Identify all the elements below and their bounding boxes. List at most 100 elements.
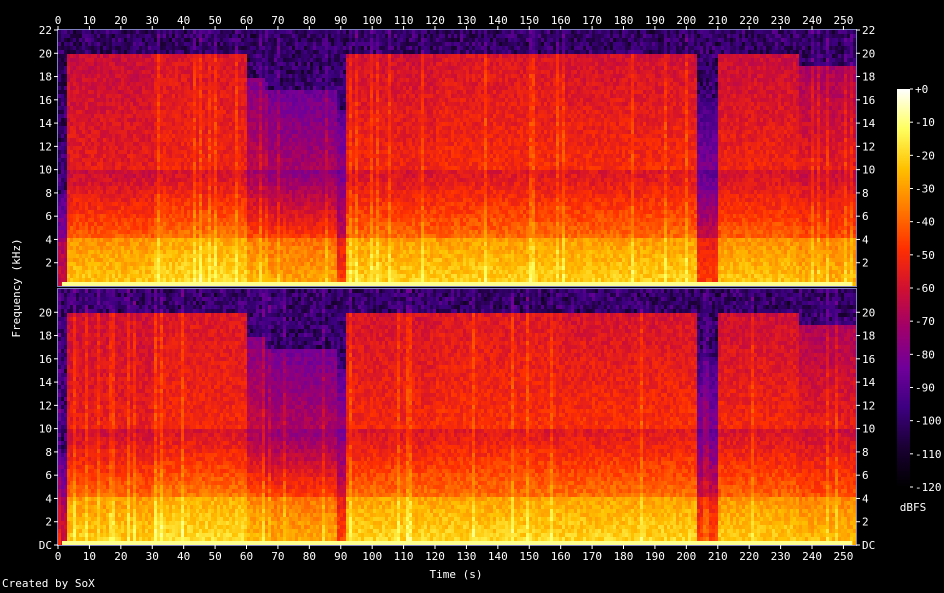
y-tick-label: 4 bbox=[45, 233, 52, 246]
x-tick-label-top: 10 bbox=[83, 14, 96, 27]
colorbar-tick-label: -80 bbox=[915, 348, 935, 361]
x-tick-label: 230 bbox=[771, 550, 791, 563]
x-tick-label: 10 bbox=[83, 550, 96, 563]
x-tick-label-top: 120 bbox=[425, 14, 445, 27]
x-tick-label: 180 bbox=[614, 550, 634, 563]
y-tick-label-right: 10 bbox=[862, 164, 875, 177]
x-tick-label-top: 30 bbox=[146, 14, 159, 27]
colorbar-tick-label: -40 bbox=[915, 216, 935, 229]
y-tick-label: 6 bbox=[45, 210, 52, 223]
x-tick-label-top: 100 bbox=[362, 14, 382, 27]
y-tick-label: 16 bbox=[39, 353, 52, 366]
x-tick-label-top: 90 bbox=[334, 14, 347, 27]
x-tick-label-top: 220 bbox=[739, 14, 759, 27]
y-tick-label-right: 8 bbox=[862, 446, 869, 459]
y-tick-label: 20 bbox=[39, 47, 52, 60]
x-axis-label: Time (s) bbox=[430, 568, 483, 581]
y-tick-label: 4 bbox=[45, 492, 52, 505]
x-tick-label-top: 130 bbox=[456, 14, 476, 27]
colorbar bbox=[897, 89, 910, 487]
y-tick-label-right: 20 bbox=[862, 306, 875, 319]
x-tick-label: 120 bbox=[425, 550, 445, 563]
x-tick-label-top: 190 bbox=[645, 14, 665, 27]
y-tick-label: 22 bbox=[39, 24, 52, 37]
x-tick-label: 40 bbox=[177, 550, 190, 563]
x-tick-label: 20 bbox=[114, 550, 127, 563]
y-tick-label: 14 bbox=[39, 117, 53, 130]
y-tick-label: 12 bbox=[39, 399, 52, 412]
y-tick-label-right: 18 bbox=[862, 71, 875, 84]
x-tick-label-top: 80 bbox=[303, 14, 316, 27]
x-tick-label-top: 170 bbox=[582, 14, 602, 27]
y-tick-label-right: 10 bbox=[862, 423, 875, 436]
colorbar-tick-label: -100 bbox=[915, 415, 942, 428]
colorbar-tick-label: -90 bbox=[915, 382, 935, 395]
y-tick-label-right: 2 bbox=[862, 257, 869, 270]
x-tick-label-top: 200 bbox=[676, 14, 696, 27]
y-tick-label: 2 bbox=[45, 516, 52, 529]
x-tick-label-top: 20 bbox=[114, 14, 127, 27]
x-tick-label: 130 bbox=[456, 550, 476, 563]
x-tick-label: 70 bbox=[271, 550, 284, 563]
x-tick-label: 100 bbox=[362, 550, 382, 563]
y-tick-label-right: 4 bbox=[862, 233, 869, 246]
spectrogram-channel-2 bbox=[58, 289, 856, 545]
y-tick-label: 8 bbox=[45, 187, 52, 200]
x-tick-label: 110 bbox=[394, 550, 414, 563]
y-tick-label: 8 bbox=[45, 446, 52, 459]
x-tick-label-top: 60 bbox=[240, 14, 253, 27]
x-tick-label-top: 70 bbox=[271, 14, 284, 27]
x-tick-label: 200 bbox=[676, 550, 696, 563]
x-tick-label-top: 40 bbox=[177, 14, 190, 27]
x-tick-label: 60 bbox=[240, 550, 253, 563]
x-tick-label: 190 bbox=[645, 550, 665, 563]
x-tick-label-top: 240 bbox=[802, 14, 822, 27]
x-tick-label-top: 110 bbox=[394, 14, 414, 27]
x-tick-label: 0 bbox=[55, 550, 62, 563]
y-tick-label-right: 16 bbox=[862, 353, 875, 366]
x-tick-label: 90 bbox=[334, 550, 347, 563]
colorbar-tick-label: -20 bbox=[915, 149, 935, 162]
x-tick-label: 80 bbox=[303, 550, 316, 563]
y-tick-label: 18 bbox=[39, 330, 52, 343]
x-tick-label-top: 50 bbox=[208, 14, 221, 27]
x-tick-label: 30 bbox=[146, 550, 159, 563]
y-tick-label: 12 bbox=[39, 140, 52, 153]
y-tick-label: DC bbox=[39, 539, 52, 552]
y-tick-label-right: DC bbox=[862, 539, 875, 552]
y-tick-label: 10 bbox=[39, 423, 52, 436]
spectrogram-channel-1 bbox=[58, 30, 856, 286]
y-axis-label: Frequency (kHz) bbox=[10, 238, 23, 337]
colorbar-tick-label: -50 bbox=[915, 249, 935, 262]
y-tick-label: 14 bbox=[39, 376, 53, 389]
y-tick-label-right: 6 bbox=[862, 210, 869, 223]
x-tick-label: 210 bbox=[708, 550, 728, 563]
y-tick-label-right: 22 bbox=[862, 24, 875, 37]
y-tick-label-right: 12 bbox=[862, 140, 875, 153]
y-tick-label-right: 14 bbox=[862, 376, 876, 389]
x-tick-label: 220 bbox=[739, 550, 759, 563]
credit-text: Created by SoX bbox=[2, 577, 95, 590]
x-tick-label-top: 0 bbox=[55, 14, 62, 27]
x-tick-label-top: 180 bbox=[614, 14, 634, 27]
y-tick-label: 10 bbox=[39, 164, 52, 177]
x-tick-label-top: 140 bbox=[488, 14, 508, 27]
colorbar-tick-label: -60 bbox=[915, 282, 935, 295]
x-tick-label: 150 bbox=[519, 550, 539, 563]
y-tick-label-right: 12 bbox=[862, 399, 875, 412]
y-tick-label: 20 bbox=[39, 306, 52, 319]
y-tick-label-right: 16 bbox=[862, 94, 875, 107]
x-tick-label-top: 250 bbox=[833, 14, 853, 27]
x-tick-label: 140 bbox=[488, 550, 508, 563]
x-tick-label-top: 230 bbox=[771, 14, 791, 27]
y-tick-label-right: 20 bbox=[862, 47, 875, 60]
y-tick-label-right: 4 bbox=[862, 492, 869, 505]
x-tick-label: 240 bbox=[802, 550, 822, 563]
y-tick-label-right: 18 bbox=[862, 330, 875, 343]
y-tick-label-right: 8 bbox=[862, 187, 869, 200]
x-tick-label-top: 160 bbox=[551, 14, 571, 27]
colorbar-ticks: +0 -10 -20 -30 -40 -50 -60 -70 -80 -90 -100 -110 -12… bbox=[910, 83, 942, 494]
colorbar-tick-label: -110 bbox=[915, 448, 942, 461]
colorbar-tick-label: -10 bbox=[915, 116, 935, 129]
colorbar-tick-label: -120 bbox=[915, 481, 942, 494]
